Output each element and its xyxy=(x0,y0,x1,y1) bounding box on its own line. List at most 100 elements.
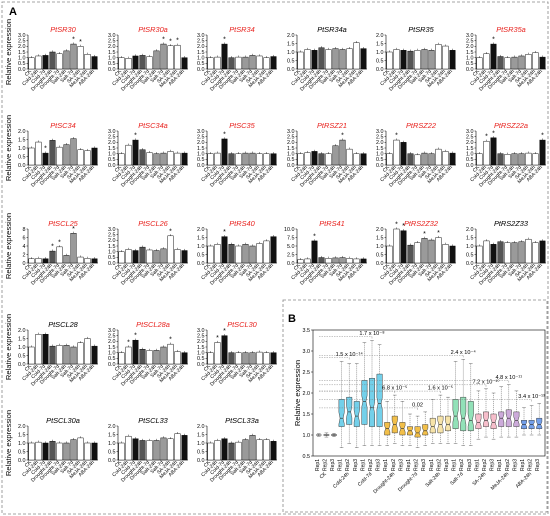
y-tick-label: 0.0 xyxy=(18,67,26,73)
panel-b-label: B xyxy=(288,313,296,325)
x-tick-label: CK xyxy=(203,262,213,272)
bar xyxy=(77,256,84,264)
y-tick-label: 0.5 xyxy=(466,61,474,67)
bar xyxy=(249,245,256,264)
bar xyxy=(504,57,511,70)
bar-panel-PtSCL30a: PtSCL30a0.00.51.01.52.0CKCold-24hCold-7d… xyxy=(18,416,98,484)
bar xyxy=(63,255,70,264)
y-tick-label: 3.0 xyxy=(18,33,26,39)
significance-star: * xyxy=(437,230,440,237)
y-tick-label: 2.0 xyxy=(303,391,311,397)
x-tick-label: Rep2 xyxy=(436,459,442,471)
x-tick-label: CK xyxy=(203,363,213,373)
panel-title: PtRS40 xyxy=(229,219,255,228)
panel-title: PtSCL28a xyxy=(136,320,170,329)
bar xyxy=(256,55,263,70)
y-tick-label: 1.0 xyxy=(18,146,26,152)
y-tick-label: 2.0 xyxy=(466,44,474,50)
bar xyxy=(118,251,125,264)
bar xyxy=(91,345,98,365)
bar xyxy=(483,53,490,70)
x-tick-label: Rep2 xyxy=(505,459,511,471)
y-tick-label: 1.0 xyxy=(108,350,116,356)
bar xyxy=(132,438,139,461)
bar xyxy=(228,442,235,461)
bar xyxy=(435,237,442,264)
bar-panel-PtSCL28a: PtSCL28a0.00.51.01.52.02.53.0CK*Cold-24h… xyxy=(108,320,188,388)
panel-title: PtSCL33a xyxy=(225,416,259,425)
bar xyxy=(490,244,497,264)
y-tick-label: 1.5 xyxy=(197,432,205,438)
bar xyxy=(270,441,277,461)
y-tick-label: 2.5 xyxy=(303,370,311,376)
x-tick-label: Rep3 xyxy=(421,459,427,471)
y-tick-label: 1.0 xyxy=(466,55,474,61)
bar xyxy=(270,352,277,365)
panel-title: PtSR34a xyxy=(317,25,347,34)
significance-star: * xyxy=(169,228,172,235)
x-tick-label: CK xyxy=(472,262,482,272)
significance-star: * xyxy=(423,231,426,238)
panel-title: PtSR30a xyxy=(138,25,168,34)
y-tick-label: 2.5 xyxy=(197,38,205,44)
y-tick-label: 3.0 xyxy=(197,328,205,334)
bar xyxy=(360,258,367,264)
group-label: ABA-24h xyxy=(515,471,534,490)
y-tick-label: 2.5 xyxy=(466,38,474,44)
box xyxy=(414,426,421,438)
box xyxy=(445,415,451,432)
bar xyxy=(311,151,318,166)
y-tick-label: 0.0 xyxy=(466,163,474,169)
bar xyxy=(353,153,360,166)
bar xyxy=(393,139,400,166)
bar xyxy=(263,57,270,70)
bar xyxy=(428,239,435,264)
bar xyxy=(167,45,174,70)
y-tick-label: 2.5 xyxy=(18,38,26,44)
y-tick-label: 1.0 xyxy=(466,151,474,157)
bar xyxy=(146,152,153,166)
bar xyxy=(304,258,311,264)
bar xyxy=(518,241,525,264)
bar-panel-PtSR35a: PtSR35a0.00.51.01.52.02.53.0CKCold-24h*C… xyxy=(466,25,546,93)
significance-star: * xyxy=(127,340,130,347)
bar xyxy=(476,245,483,264)
x-tick-label: Rep2 xyxy=(459,459,465,471)
bar-panel-PtSR34a: PtSR34a0.00.51.01.52.0CKCold-24hCold-7dD… xyxy=(287,25,367,93)
bar xyxy=(360,153,367,166)
bar xyxy=(118,57,125,70)
bar-panel-PtRS2Z32: PtRS2Z320.00.51.01.52.0CK*Cold-24h*Cold-… xyxy=(376,219,456,287)
y-tick-label: 3.0 xyxy=(108,129,116,135)
y-tick-label: 0 xyxy=(23,261,26,267)
significance-star: * xyxy=(492,37,495,44)
panel-title: PtRS41 xyxy=(319,219,344,228)
x-tick-label: Rep1 xyxy=(452,459,458,471)
bar xyxy=(70,43,77,70)
bar xyxy=(339,139,346,166)
y-tick-label: 0.5 xyxy=(376,58,384,64)
y-tick-label: 1.5 xyxy=(376,41,384,47)
bar xyxy=(407,244,414,264)
panel-title: PtRS2Z33 xyxy=(494,219,529,228)
bar xyxy=(56,146,63,166)
bar xyxy=(63,442,70,461)
group-label: Cold-7d xyxy=(357,471,374,488)
y-tick-label: 5.0 xyxy=(287,244,295,250)
bar xyxy=(393,228,400,264)
bar xyxy=(221,43,228,70)
box xyxy=(475,413,482,429)
box xyxy=(467,401,474,432)
y-tick-label: 0.0 xyxy=(376,67,384,73)
y-tick-label: 2.5 xyxy=(287,134,295,140)
bar xyxy=(91,442,98,461)
y-tick-label: 0.5 xyxy=(376,157,384,163)
bar xyxy=(539,240,546,264)
bar xyxy=(221,438,228,461)
bar xyxy=(49,250,56,264)
significance-star: * xyxy=(134,333,137,340)
bar xyxy=(263,240,270,264)
bar-panel-PtSCL33: PtSCL330.00.51.01.52.0CKCold-24hCold-7dD… xyxy=(108,416,188,484)
significance-star: * xyxy=(72,37,75,44)
y-tick-label: 3.0 xyxy=(108,227,116,233)
